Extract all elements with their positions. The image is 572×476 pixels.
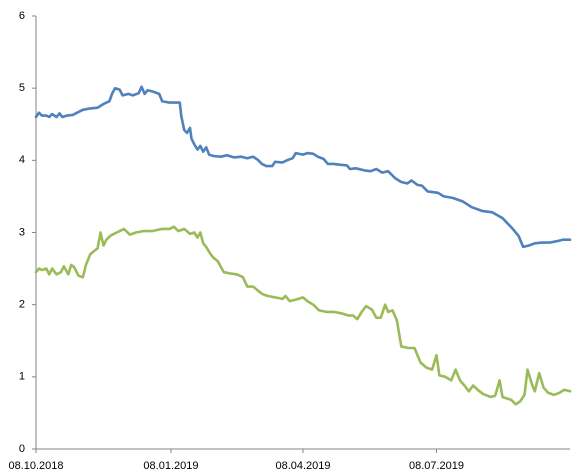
y-tick-label: 1	[19, 371, 25, 383]
series-line-2	[34, 225, 572, 406]
x-axis-ticks: 08.10.2018 08.01.2019 08.04.2019 08.07.2019	[8, 449, 464, 472]
x-tick-label: 08.10.2018	[8, 460, 63, 472]
series-layer	[34, 85, 572, 406]
x-tick-label: 08.01.2019	[143, 460, 198, 472]
y-tick-label: 2	[19, 299, 25, 311]
series-line-1	[34, 85, 572, 249]
x-tick-label: 08.07.2019	[409, 460, 464, 472]
x-tick-label: 08.04.2019	[275, 460, 330, 472]
y-axis-ticks: 0 1 2 3 4 5 6	[19, 10, 36, 455]
y-tick-label: 5	[19, 82, 25, 94]
y-tick-label: 6	[19, 10, 25, 22]
y-tick-label: 0	[19, 443, 25, 455]
y-tick-label: 3	[19, 226, 25, 238]
y-tick-label: 4	[19, 154, 25, 166]
